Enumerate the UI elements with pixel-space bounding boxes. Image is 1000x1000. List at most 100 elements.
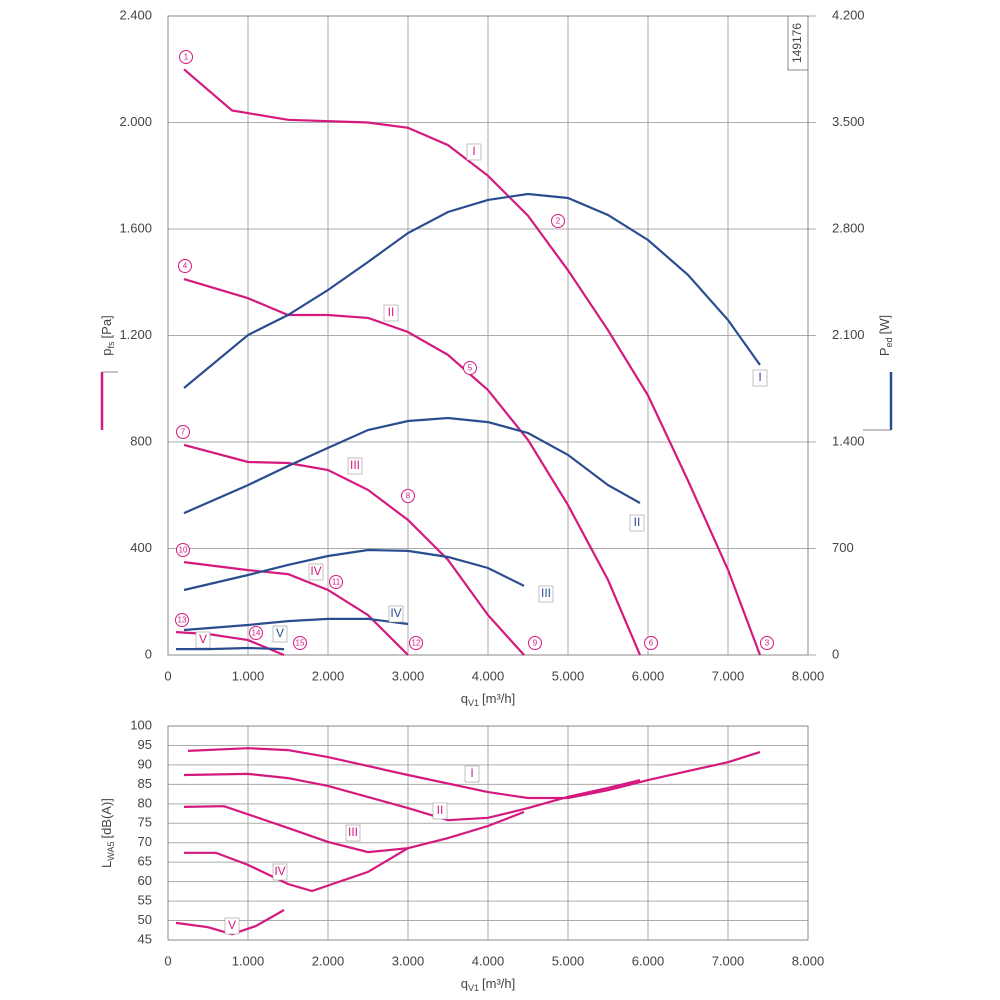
y-tick-label: 2.400: [119, 7, 152, 22]
point-marker: [463, 361, 477, 375]
y-tick-label: 60: [138, 873, 152, 888]
x-tick-label: 5.000: [552, 953, 585, 968]
y-tick-label: 50: [138, 912, 152, 927]
series-label: V: [199, 632, 207, 646]
point-marker: [329, 575, 343, 589]
y-axis-label-subscript: WA5: [106, 842, 116, 861]
y-tick-label: 70: [138, 834, 152, 849]
x-tick-label: 0: [164, 953, 171, 968]
series-line: [183, 772, 641, 822]
series-label: III: [350, 458, 360, 472]
point-label: 12: [412, 639, 421, 648]
series-label-box: [224, 917, 240, 935]
series-line: [176, 646, 285, 651]
series-label: I: [472, 144, 475, 158]
point-marker: [175, 613, 189, 627]
series-line: [175, 631, 285, 657]
series-label: I: [470, 766, 473, 780]
plot-frame: [167, 725, 809, 941]
y2-tick-label: 700: [832, 540, 854, 555]
y-tick-label: 100: [130, 717, 152, 732]
series-label: III: [541, 586, 551, 600]
series-line: [183, 68, 762, 656]
series-line: [183, 443, 525, 656]
y2-axis-label: Ped [W]: [877, 315, 894, 356]
x-axis-label-symbol: q: [461, 691, 468, 706]
point-label: 9: [533, 639, 538, 648]
point-label: 1: [184, 53, 189, 62]
x-axis-label-unit: [m³/h]: [482, 976, 515, 991]
point-marker: [401, 489, 415, 503]
series-label: IV: [390, 606, 401, 620]
series-label-box: [464, 765, 480, 783]
y-tick-label: 400: [130, 540, 152, 555]
y-axis-label-symbol: p: [99, 348, 114, 355]
code-label: 149176: [790, 23, 804, 63]
point-marker: [293, 636, 307, 650]
x-tick-label: 8.000: [792, 668, 825, 683]
y2-tick-label: 2.800: [832, 220, 865, 235]
series-label-box: [466, 143, 482, 161]
series-line: [183, 278, 642, 656]
x-axis-label-subscript: V1: [468, 698, 479, 708]
point-label: 8: [406, 492, 411, 501]
x-axis-label-symbol: q: [461, 976, 468, 991]
series-label-box: [383, 304, 399, 322]
series-label: II: [634, 515, 641, 529]
point-marker: [760, 636, 774, 650]
series-label-box: [345, 824, 361, 842]
y2-axis-label-symbol: P: [877, 347, 892, 356]
y-tick-label: 2.000: [119, 114, 152, 129]
point-label: 3: [765, 639, 770, 648]
y-axis-label: pfs [Pa]: [99, 315, 116, 355]
series-line: [183, 548, 525, 592]
y-axis-label-symbol: L: [99, 861, 114, 868]
series-label: III: [348, 825, 358, 839]
series-label-box: [538, 585, 554, 603]
point-label: 13: [178, 616, 187, 625]
point-marker: [176, 425, 190, 439]
point-label: 15: [296, 639, 305, 648]
y-tick-label: 55: [138, 893, 152, 908]
series-line: [183, 805, 525, 854]
y2-axis-label-unit: [W]: [877, 315, 892, 335]
y2-tick-label: 3.500: [832, 114, 865, 129]
series-label: V: [276, 626, 284, 640]
x-tick-label: 4.000: [472, 953, 505, 968]
y2-tick-label: 1.400: [832, 433, 865, 448]
point-label: 4: [183, 262, 188, 271]
point-marker: [644, 636, 658, 650]
series-line: [183, 561, 409, 656]
x-tick-label: 0: [164, 668, 171, 683]
series-line: [183, 617, 409, 632]
point-label: 11: [332, 578, 341, 587]
series-line: [184, 847, 409, 893]
x-axis-label: qV1 [m³/h]: [461, 691, 515, 708]
series-line: [183, 192, 761, 389]
point-marker: [176, 543, 190, 557]
y-tick-label: 0: [145, 646, 152, 661]
x-tick-label: 1.000: [232, 953, 265, 968]
y-axis-label-unit: [dB(A)]: [99, 798, 114, 838]
y-tick-label: 65: [138, 854, 152, 869]
y-axis-label-unit: [Pa]: [99, 315, 114, 338]
y2-axis-label-subscript: ed: [884, 337, 894, 347]
series-line: [187, 747, 761, 800]
y-tick-label: 1.600: [119, 220, 152, 235]
series-label-box: [629, 514, 645, 532]
x-tick-label: 2.000: [312, 953, 345, 968]
y-tick-label: 85: [138, 776, 152, 791]
x-tick-label: 3.000: [392, 953, 425, 968]
point-marker: [551, 214, 565, 228]
point-label: 2: [556, 217, 561, 226]
series-label: II: [437, 803, 444, 817]
x-tick-label: 7.000: [712, 953, 745, 968]
series-label: IV: [310, 564, 321, 578]
point-label: 10: [179, 546, 188, 555]
series-line: [183, 416, 641, 515]
x-axis-label-unit: [m³/h]: [482, 691, 515, 706]
series-label-box: [308, 563, 324, 581]
point-label: 6: [649, 639, 654, 648]
y-tick-label: 800: [130, 433, 152, 448]
